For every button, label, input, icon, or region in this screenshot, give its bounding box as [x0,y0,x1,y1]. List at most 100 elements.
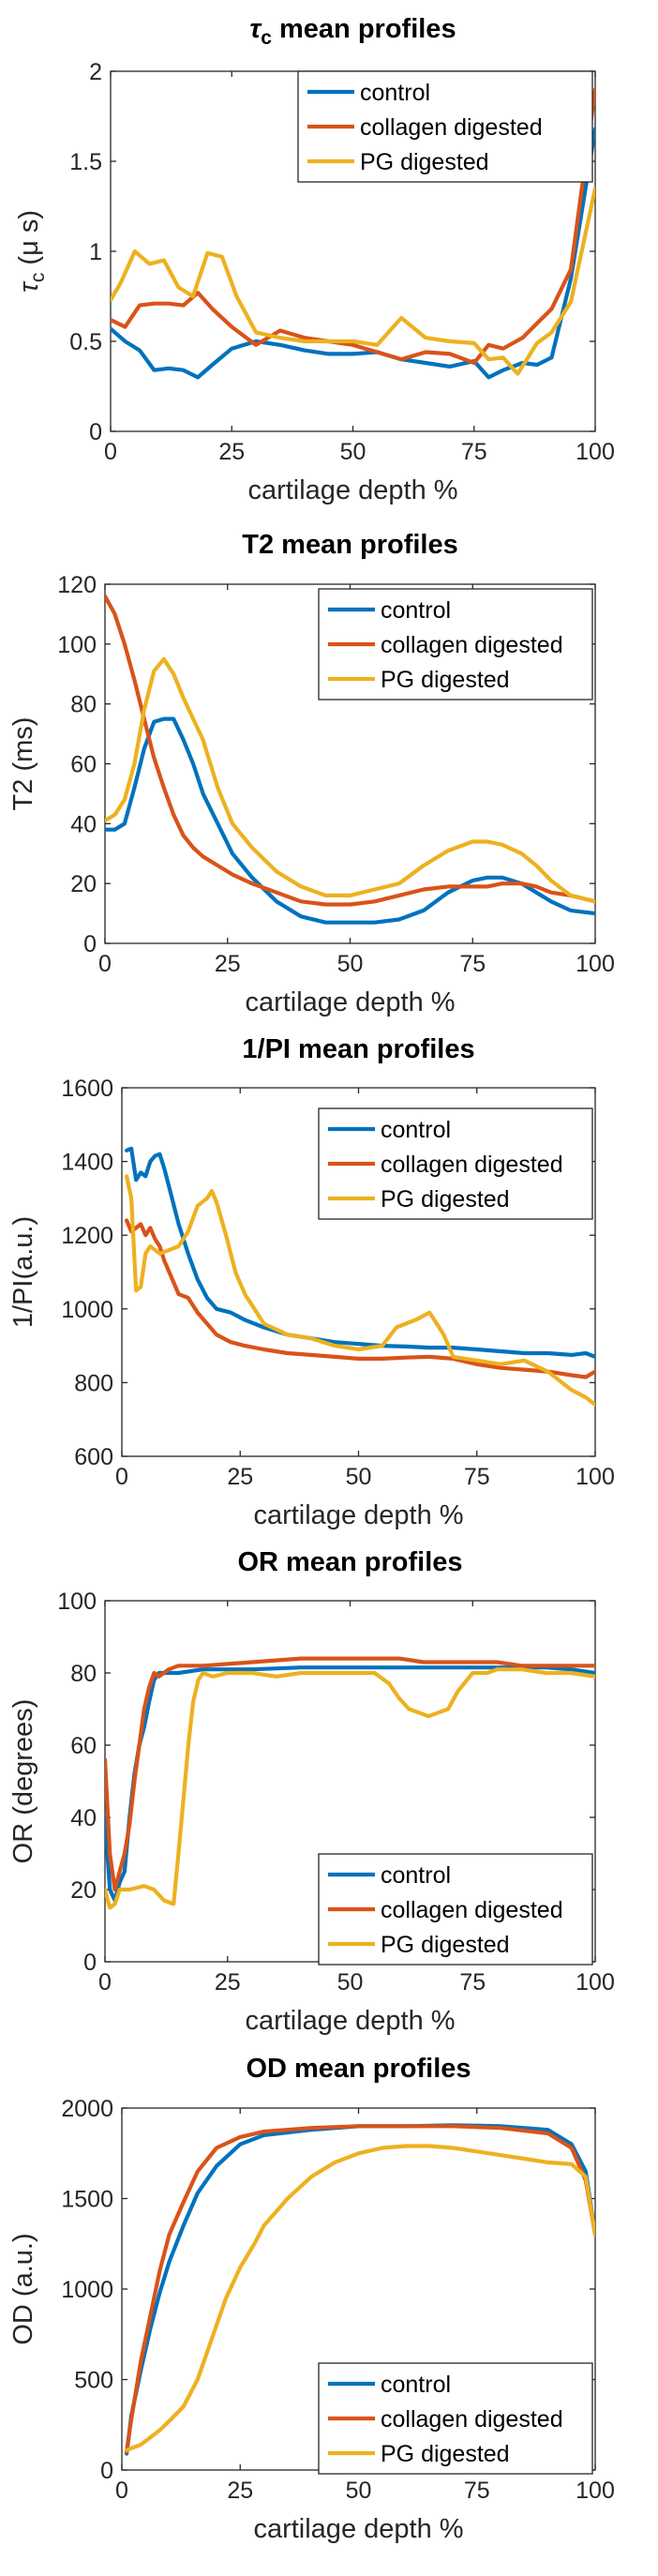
y-tick-label: 100 [57,1589,97,1615]
y-tick-label: 0 [83,1950,97,1976]
x-tick-label: 50 [337,1969,364,1996]
x-tick-label: 25 [215,1969,241,1996]
chart-title: τc mean profiles [249,14,456,49]
y-tick-label: 1600 [61,1076,113,1102]
x-axis-label: cartilage depth % [253,1500,463,1530]
legend: control collagen digested PG digested [318,1107,593,1220]
series-line-control [105,716,595,925]
y-tick-label: 20 [70,1877,97,1904]
chart-panel-1: τc mean profiles 0 25 50 75 100 0 0.5 1 1.5 2 carti… [14,14,615,505]
legend-label-control: control [381,1117,451,1143]
y-tick-label: 500 [74,2368,113,2394]
y-tick-label: 0 [100,2458,113,2484]
y-tick-label: 1400 [61,1150,113,1176]
legend-label-collagen-digested: collagen digested [381,1152,563,1178]
x-axis-label: cartilage depth % [253,2514,463,2544]
series-line-pg-digested [105,1667,595,1910]
legend-label-pg-digested: PG digested [381,2441,510,2467]
y-tick-label: 1000 [61,1297,113,1323]
x-tick-label: 25 [227,1464,253,1490]
x-axis-label: cartilage depth % [247,475,457,505]
y-axis-label: OR (degrees) [8,1699,38,1864]
x-tick-label: 50 [346,2478,372,2504]
x-tick-label: 0 [115,1464,128,1490]
chart-panel-4: OR mean profiles 0 25 50 75 100 0 20 40 60 80 100 ca… [8,1547,615,2036]
series-line-control [125,1146,595,1360]
series-line-collagen-digested [125,1218,595,1379]
series-group [125,2123,595,2456]
y-tick-label: 40 [70,811,97,837]
x-tick-label: 75 [464,1464,490,1490]
legend-label-collagen-digested: collagen digested [381,1897,563,1923]
y-tick-label: 20 [70,871,97,897]
legend-label-collagen-digested: collagen digested [360,114,543,141]
x-tick-label: 0 [98,951,112,977]
chart-title: OD mean profiles [246,2054,471,2084]
series-line-control [125,2123,595,2456]
legend-label-control: control [381,2372,451,2398]
series-line-pg-digested [125,1174,595,1408]
x-tick-label: 75 [459,1969,486,1996]
legend: control collagen digested PG digested [318,588,593,700]
legend-label-control: control [360,80,430,106]
x-tick-label: 75 [461,439,487,465]
y-tick-label: 40 [70,1805,97,1831]
y-tick-label: 100 [57,632,97,658]
x-tick-label: 100 [576,951,615,977]
x-tick-label: 100 [576,1969,615,1996]
y-tick-label: 2 [89,59,102,85]
y-tick-label: 800 [74,1370,113,1396]
x-tick-label: 25 [227,2478,253,2504]
y-tick-label: 0 [83,931,97,957]
x-tick-label: 75 [459,951,486,977]
x-axis-label: cartilage depth % [245,2006,455,2036]
y-tick-label: 120 [57,572,97,598]
x-axis-label: cartilage depth % [245,987,455,1017]
series-line-pg-digested [111,186,595,376]
legend-label-pg-digested: PG digested [381,667,510,693]
y-tick-label: 80 [70,692,97,718]
x-tick-label: 50 [346,1464,372,1490]
series-line-pg-digested [105,656,595,904]
y-tick-label: 1500 [61,2187,113,2213]
legend-label-pg-digested: PG digested [381,1932,510,1958]
legend-label-control: control [381,1862,451,1889]
series-group [105,1656,595,1910]
x-tick-label: 50 [337,951,364,977]
chart-title: OR mean profiles [237,1547,462,1577]
y-tick-label: 0 [89,419,102,445]
x-tick-label: 75 [464,2478,490,2504]
chart-title: 1/PI mean profiles [242,1034,474,1064]
x-tick-label: 100 [576,2478,615,2504]
series-line-pg-digested [125,2144,595,2452]
y-tick-label: 600 [74,1444,113,1470]
x-tick-label: 0 [104,439,117,465]
x-tick-label: 50 [340,439,366,465]
series-group [105,594,595,925]
legend-label-collagen-digested: collagen digested [381,2406,563,2433]
legend-box [297,70,593,183]
y-tick-label: 1 [89,239,102,265]
series-line-collagen-digested [105,1656,595,1892]
legend: control collagen digested PG digested [297,70,593,183]
y-tick-label: 60 [70,752,97,778]
series-group [111,87,595,380]
y-axis-label: T2 (ms) [8,717,38,811]
legend-label-pg-digested: PG digested [381,1186,510,1213]
y-tick-label: 80 [70,1661,97,1687]
x-tick-label: 100 [576,1464,615,1490]
chart-title: T2 mean profiles [242,530,457,560]
chart-panel-3: 1/PI mean profiles 0 25 50 75 100 600 800 1000 12… [8,1034,615,1530]
series-line-collagen-digested [125,2124,595,2454]
y-tick-label: 0.5 [69,329,102,355]
x-tick-label: 25 [218,439,245,465]
series-line-control [111,127,595,380]
series-group [125,1146,595,1408]
y-tick-label: 2000 [61,2096,113,2122]
y-tick-label: 60 [70,1733,97,1759]
y-axis-label: OD (a.u.) [8,2233,38,2344]
y-tick-label: 1.5 [69,149,102,175]
x-tick-label: 100 [576,439,615,465]
